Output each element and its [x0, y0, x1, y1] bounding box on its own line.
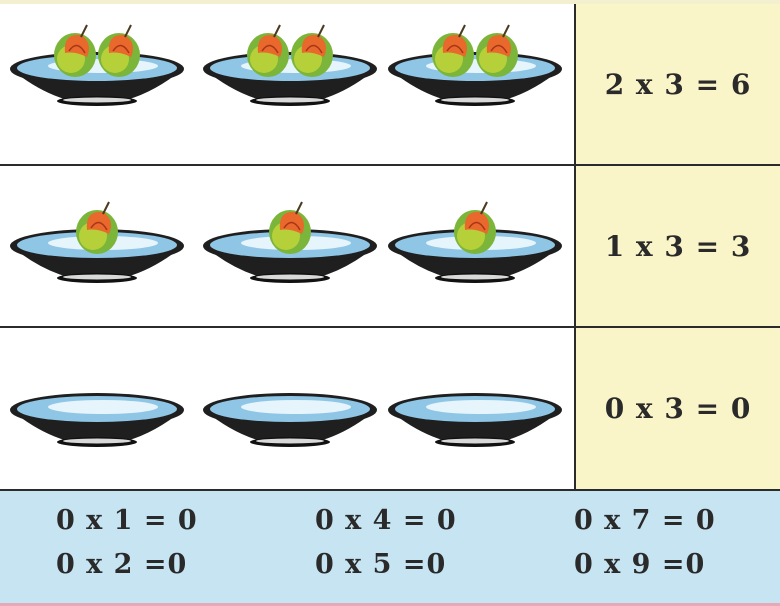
plate-icon: [388, 52, 562, 106]
equation-cell: 2 x 3 = 6: [576, 4, 780, 164]
fact-text: 0 x 7 = 0: [574, 505, 716, 536]
fruit-icon: [291, 24, 333, 77]
row-divider: [0, 489, 780, 491]
row-empty-plates: 0 x 3 = 0: [0, 328, 780, 489]
fact-text: 0 x 2 =0: [56, 549, 188, 580]
row-divider: [0, 164, 780, 166]
plates-picture: [0, 166, 576, 326]
fruit-icon: [247, 24, 289, 77]
equation-cell: 1 x 3 = 3: [576, 166, 780, 326]
plate-icon: [10, 52, 184, 106]
fruit-icon: [76, 201, 118, 254]
plate-icon: [10, 393, 184, 447]
fact-text: 0 x 4 = 0: [315, 505, 457, 536]
row-divider: [0, 326, 780, 328]
plates-picture: [0, 328, 576, 489]
row-one-fruit: 1 x 3 = 3: [0, 166, 780, 326]
fruit-icon: [269, 201, 311, 254]
fruit-icon: [98, 24, 140, 77]
fact-text: 0 x 5 =0: [315, 549, 447, 580]
plates-picture: [0, 4, 576, 164]
equation-cell: 0 x 3 = 0: [576, 328, 780, 489]
fact-text: 0 x 9 =0: [574, 549, 706, 580]
fruit-icon: [432, 24, 474, 77]
plate-icon: [388, 393, 562, 447]
plates-illustration: [10, 393, 562, 447]
plates-illustration: [10, 24, 562, 106]
row-two-fruits: 2 x 3 = 6: [0, 4, 780, 164]
equation-text: 2 x 3 = 6: [604, 67, 752, 101]
fact-text: 0 x 1 = 0: [56, 505, 198, 536]
equation-text: 0 x 3 = 0: [604, 392, 752, 425]
equation-text: 1 x 3 = 3: [604, 229, 752, 263]
bottom-edge: [0, 603, 780, 606]
plate-icon: [203, 52, 377, 106]
fruit-icon: [476, 24, 518, 77]
fruit-icon: [54, 24, 96, 77]
zero-facts-panel: 0 x 1 = 0 0 x 2 =0 0 x 4 = 0 0 x 5 =0 0 …: [0, 491, 780, 606]
fruit-icon: [454, 201, 496, 254]
plates-illustration: [10, 201, 562, 283]
plate-icon: [203, 393, 377, 447]
